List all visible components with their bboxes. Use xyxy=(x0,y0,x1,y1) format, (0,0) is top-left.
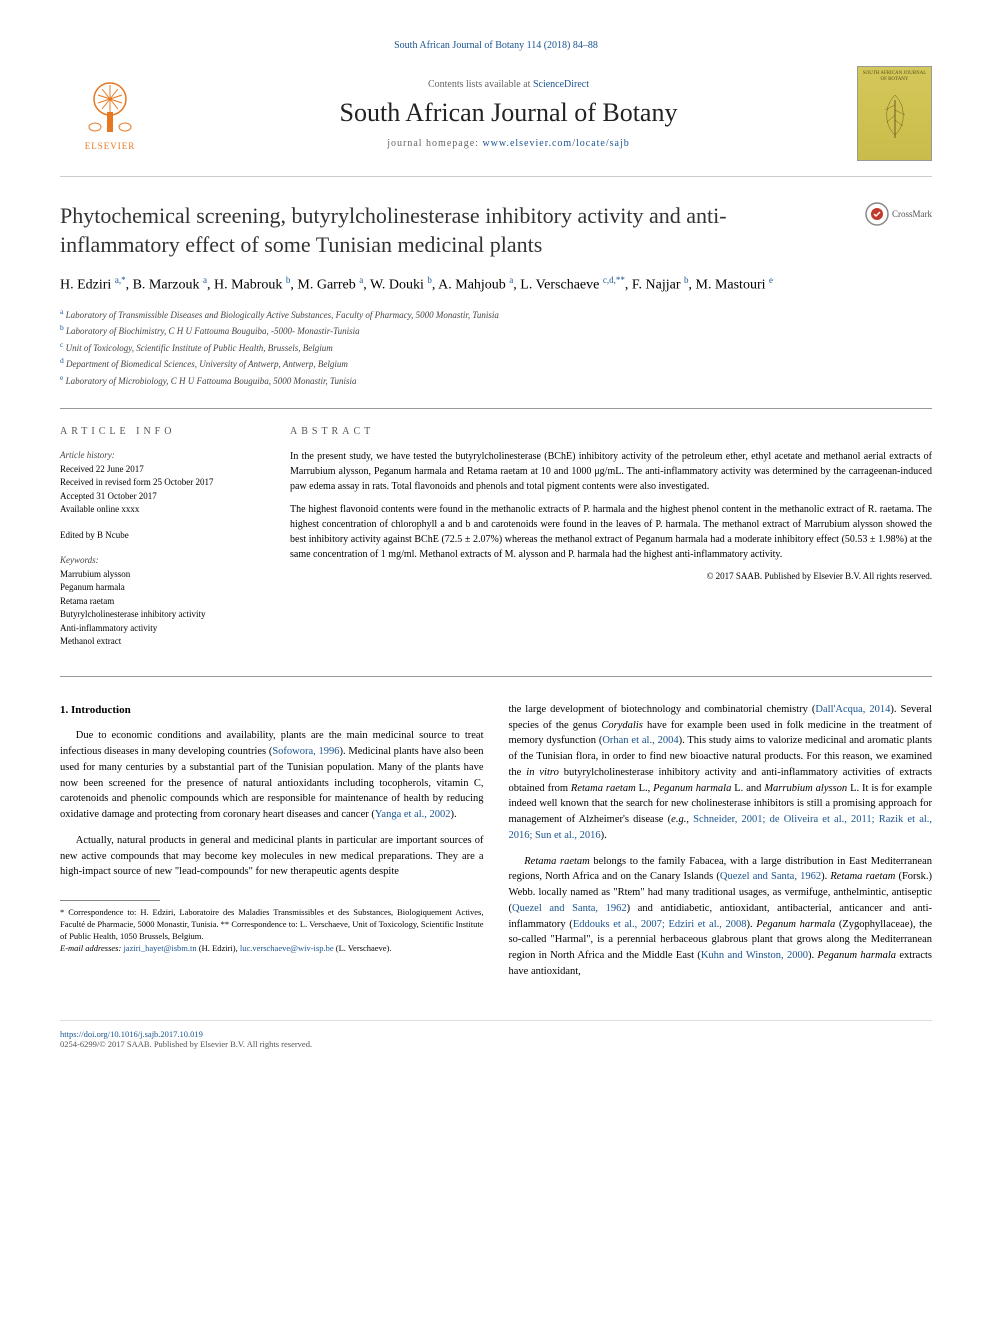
homepage-prefix: journal homepage: xyxy=(387,138,482,149)
crossmark-label: CrossMark xyxy=(892,209,932,219)
authors: H. Edziri a,*, B. Marzouk a, H. Mabrouk … xyxy=(60,274,932,296)
correspondence-note: * Correspondence to: H. Edziri, Laborato… xyxy=(60,907,484,943)
abstract-p1: In the present study, we have tested the… xyxy=(290,449,932,494)
keyword-line: Methanol extract xyxy=(60,635,260,649)
homepage-link[interactable]: www.elsevier.com/locate/sajb xyxy=(482,138,629,149)
email2-name: (L. Verschaeve). xyxy=(334,943,392,953)
abstract: ABSTRACT In the present study, we have t… xyxy=(290,424,932,661)
right-column: the large development of biotechnology a… xyxy=(509,702,933,990)
edited-by: Edited by B Ncube xyxy=(60,530,129,540)
history-title: Article history: xyxy=(60,449,260,463)
history-line: Received in revised form 25 October 2017 xyxy=(60,476,260,490)
abstract-p2: The highest flavonoid contents were foun… xyxy=(290,502,932,562)
journal-title: South African Journal of Botany xyxy=(160,98,857,128)
crossmark-badge[interactable]: CrossMark xyxy=(865,202,932,226)
page-footer: https://doi.org/10.1016/j.sajb.2017.10.0… xyxy=(60,1020,932,1049)
abstract-label: ABSTRACT xyxy=(290,424,932,439)
email2-link[interactable]: luc.verschaeve@wiv-isp.be xyxy=(240,943,334,953)
body-paragraph: Actually, natural products in general an… xyxy=(60,833,484,880)
article-title: Phytochemical screening, butyrylcholines… xyxy=(60,202,865,259)
body-paragraph: Due to economic conditions and availabil… xyxy=(60,728,484,823)
history-block: Article history: Received 22 June 2017Re… xyxy=(60,449,260,517)
affiliation-line: e Laboratory of Microbiology, C H U Fatt… xyxy=(60,372,932,389)
article-info: ARTICLE INFO Article history: Received 2… xyxy=(60,424,260,661)
crossmark-icon xyxy=(865,202,889,226)
body-paragraph: the large development of biotechnology a… xyxy=(509,702,933,844)
contents-line: Contents lists available at ScienceDirec… xyxy=(160,79,857,90)
masthead-center: Contents lists available at ScienceDirec… xyxy=(160,79,857,149)
abstract-copyright: © 2017 SAAB. Published by Elsevier B.V. … xyxy=(290,570,932,584)
elsevier-name: ELSEVIER xyxy=(85,141,136,151)
contents-prefix: Contents lists available at xyxy=(428,79,533,90)
affiliation-line: d Department of Biomedical Sciences, Uni… xyxy=(60,355,932,372)
citation-link[interactable]: South African Journal of Botany 114 (201… xyxy=(394,40,598,51)
history-line: Available online xxxx xyxy=(60,503,260,517)
running-header: South African Journal of Botany 114 (201… xyxy=(60,40,932,51)
keyword-line: Retama raetam xyxy=(60,595,260,609)
masthead: ELSEVIER Contents lists available at Sci… xyxy=(60,66,932,177)
doi-link[interactable]: https://doi.org/10.1016/j.sajb.2017.10.0… xyxy=(60,1029,203,1039)
elsevier-tree-icon xyxy=(80,77,140,137)
sciencedirect-link[interactable]: ScienceDirect xyxy=(533,79,589,90)
keyword-line: Anti-inflammatory activity xyxy=(60,622,260,636)
left-column: 1. Introduction Due to economic conditio… xyxy=(60,702,484,990)
keyword-line: Butyrylcholinesterase inhibitory activit… xyxy=(60,608,260,622)
elsevier-logo[interactable]: ELSEVIER xyxy=(60,69,160,159)
intro-heading: 1. Introduction xyxy=(60,702,484,719)
cover-tree-icon xyxy=(875,90,915,140)
email1-name: (H. Edziri), xyxy=(197,943,240,953)
affiliation-line: b Laboratory of Biochimistry, C H U Fatt… xyxy=(60,322,932,339)
email-label: E-mail addresses: xyxy=(60,943,123,953)
affiliation-line: a Laboratory of Transmissible Diseases a… xyxy=(60,306,932,323)
info-abstract-row: ARTICLE INFO Article history: Received 2… xyxy=(60,408,932,677)
email1-link[interactable]: jaziri_hayet@isbm.tn xyxy=(123,943,196,953)
issn-line: 0254-6299/© 2017 SAAB. Published by Else… xyxy=(60,1039,312,1049)
footnotes: * Correspondence to: H. Edziri, Laborato… xyxy=(60,907,484,955)
journal-cover[interactable]: SOUTH AFRICAN JOURNAL OF BOTANY xyxy=(857,66,932,161)
affiliations: a Laboratory of Transmissible Diseases a… xyxy=(60,306,932,389)
title-row: Phytochemical screening, butyrylcholines… xyxy=(60,202,932,259)
keyword-line: Marrubium alysson xyxy=(60,568,260,582)
keywords-title: Keywords: xyxy=(60,554,260,568)
info-label: ARTICLE INFO xyxy=(60,424,260,439)
body-columns: 1. Introduction Due to economic conditio… xyxy=(60,702,932,990)
keywords-block: Keywords: Marrubium alyssonPeganum harma… xyxy=(60,554,260,649)
footnote-separator xyxy=(60,900,160,901)
cover-text: SOUTH AFRICAN JOURNAL OF BOTANY xyxy=(862,71,927,82)
edited-block: Edited by B Ncube xyxy=(60,529,260,543)
homepage-line: journal homepage: www.elsevier.com/locat… xyxy=(160,138,857,149)
affiliation-line: c Unit of Toxicology, Scientific Institu… xyxy=(60,339,932,356)
history-line: Received 22 June 2017 xyxy=(60,463,260,477)
history-line: Accepted 31 October 2017 xyxy=(60,490,260,504)
keyword-line: Peganum harmala xyxy=(60,581,260,595)
email-line: E-mail addresses: jaziri_hayet@isbm.tn (… xyxy=(60,943,484,955)
body-paragraph: Retama raetam belongs to the family Faba… xyxy=(509,854,933,980)
